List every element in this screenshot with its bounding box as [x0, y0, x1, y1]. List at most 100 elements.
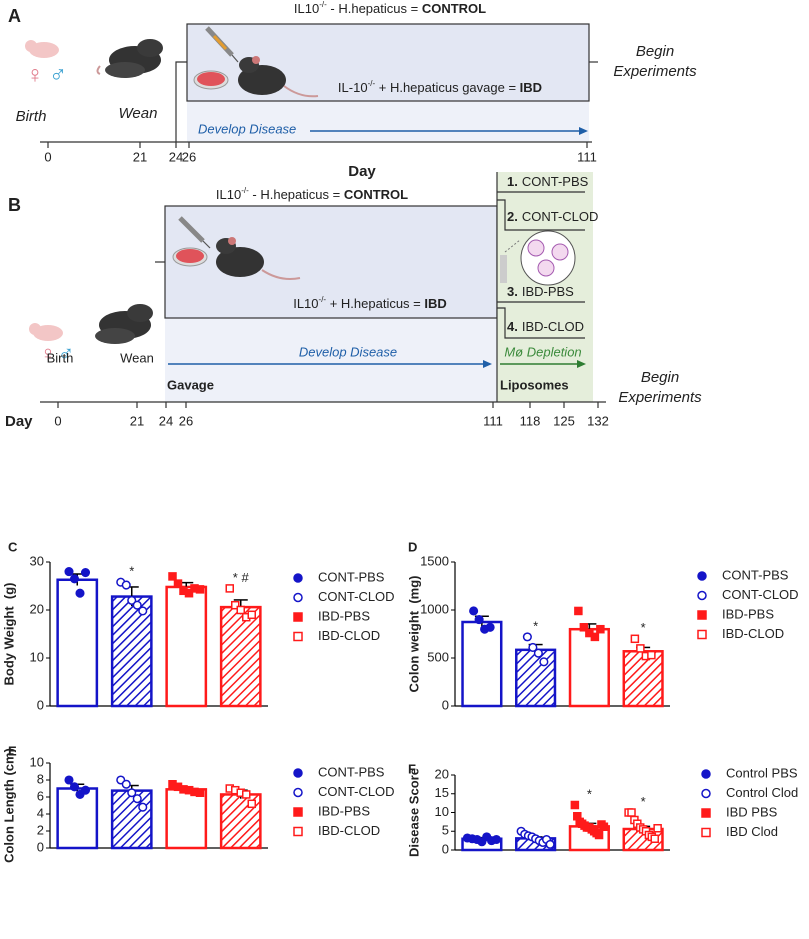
legend-label: CONT-PBS [318, 764, 385, 779]
data-point [574, 606, 583, 616]
data-point [69, 574, 80, 584]
liposome-icon [500, 230, 576, 286]
data-point [650, 834, 659, 843]
legend-marker [701, 827, 711, 838]
male-symbol: ♂ [49, 61, 67, 88]
y-tick-label: 2 [37, 822, 44, 837]
y-tick-label: 6 [37, 788, 44, 803]
day-label: 24 [169, 149, 183, 164]
legend-label: CONT-PBS [318, 569, 385, 584]
day-label: 111 [483, 413, 503, 428]
data-point [599, 822, 609, 831]
liposomes-label: Liposomes [500, 377, 569, 392]
legend-label: IBD-PBS [318, 803, 370, 818]
y-tick-label: 30 [30, 553, 44, 568]
group-name: CONT-CLOD [522, 209, 599, 224]
group-number: 3. [507, 284, 518, 299]
y-axis-label: Colon Length (cm) [1, 748, 16, 863]
y-tick-label: 5 [442, 823, 449, 838]
y-tick-label: 10 [30, 649, 44, 664]
data-point [636, 644, 645, 653]
mouse-icon [216, 237, 301, 280]
legend-marker [697, 590, 707, 601]
y-axis-label: Body Weight (g) [1, 582, 16, 685]
bar [56, 578, 99, 708]
bar [461, 620, 503, 708]
legend-label: Control PBS [726, 765, 798, 780]
control-label: IL10-/- - H.hepaticus = CONTROL [294, 0, 486, 16]
bar [56, 787, 99, 850]
y-axis-label: Colon weight (mg) [406, 576, 421, 693]
data-point [469, 606, 479, 616]
legend-marker [293, 787, 303, 798]
significance: * [129, 564, 134, 579]
group-label: 4. IBD-CLOD [507, 319, 584, 334]
superscript: -/- [319, 0, 327, 9]
group-number: 1. [507, 174, 518, 189]
day-label: 0 [54, 413, 61, 428]
data-point [225, 584, 234, 593]
panel-label: A [8, 6, 21, 26]
data-point [138, 606, 148, 616]
bar [165, 788, 208, 850]
text: + H.hepaticus gavage = [375, 80, 520, 95]
data-point [242, 790, 251, 799]
data-point [127, 788, 137, 798]
group-name: IBD-CLOD [522, 319, 584, 334]
text: CONTROL [344, 187, 408, 202]
text: IBD [424, 296, 446, 311]
ibd-label: IL-10-/- + H.hepaticus gavage = IBD [338, 79, 542, 95]
data-point [64, 775, 74, 785]
legend-marker [701, 808, 711, 818]
female-symbol: ♀ [40, 341, 57, 366]
data-point [485, 622, 495, 632]
day-label: 26 [179, 413, 193, 428]
data-point [121, 580, 131, 590]
significance: * # [233, 570, 250, 585]
mouse-icon [238, 56, 319, 98]
arrowhead [579, 127, 588, 135]
data-point [653, 824, 662, 833]
gavage-label: Gavage [167, 377, 214, 392]
y-tick-label: 0 [442, 841, 449, 856]
arrowhead [483, 360, 492, 368]
depletion-label: Mø Depletion [504, 344, 581, 359]
legend-label: CONT-CLOD [722, 587, 799, 602]
data-point [138, 802, 148, 812]
legend-label: Control Clod [726, 785, 798, 800]
legend-label: CONT-CLOD [318, 589, 395, 604]
text: - H.hepaticus = [327, 1, 422, 16]
day-axis-label: Day [5, 413, 33, 430]
data-point [132, 794, 142, 804]
panel-label: F [408, 761, 416, 776]
day-label: 132 [587, 413, 609, 428]
y-tick-label: 0 [37, 839, 44, 854]
data-point [236, 605, 245, 615]
begin-label: Begin [641, 369, 679, 386]
panel-label: B [8, 195, 21, 215]
y-tick-label: 0 [442, 697, 449, 712]
day-label: 0 [44, 149, 51, 164]
control-label: IL10-/- - H.hepaticus = CONTROL [216, 186, 408, 202]
birth-label: Birth [16, 108, 47, 125]
data-point [474, 615, 484, 625]
data-point [247, 799, 256, 809]
y-axis-label: Disease Score [406, 768, 421, 857]
data-point [533, 648, 543, 658]
group-name: CONT-PBS [522, 174, 589, 189]
legend-marker [701, 769, 711, 779]
data-point [168, 572, 177, 581]
bar [110, 789, 153, 850]
wean-label: Wean [119, 105, 158, 122]
legend-marker [293, 768, 303, 778]
y-tick-label: 1500 [420, 553, 449, 568]
y-tick-label: 1000 [420, 601, 449, 616]
data-point [539, 657, 549, 667]
text: - H.hepaticus = [249, 187, 344, 202]
data-point [80, 568, 91, 578]
begin-label: Experiments [613, 63, 697, 80]
legend-marker [293, 573, 303, 583]
y-tick-label: 20 [30, 601, 44, 616]
data-point [590, 632, 600, 642]
legend-marker [293, 807, 303, 817]
